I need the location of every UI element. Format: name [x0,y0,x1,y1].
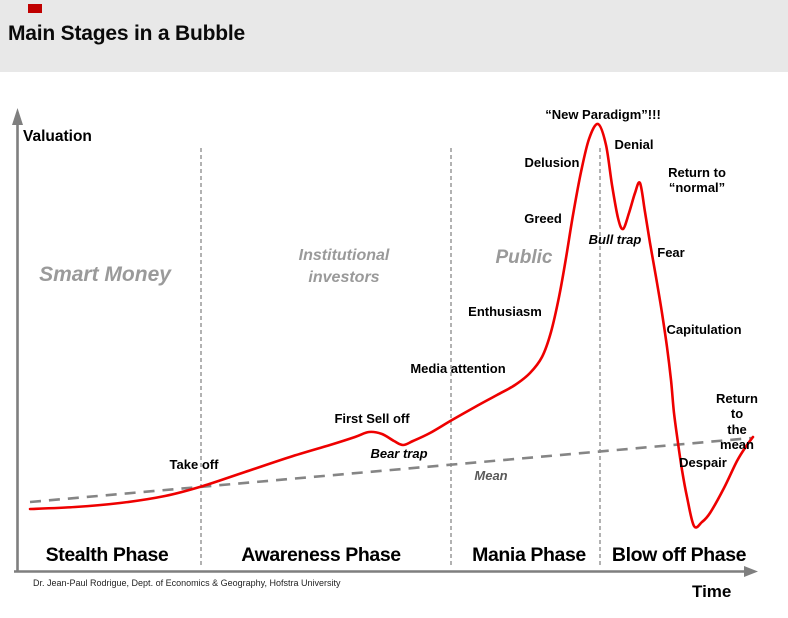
annotation-despair: Despair [679,455,727,470]
group-label-smart-money: Smart Money [39,263,171,286]
attribution-text: Dr. Jean-Paul Rodrigue, Dept. of Economi… [33,578,341,588]
phase-label-awareness-phase: Awareness Phase [241,544,401,566]
annotation-take-off: Take off [169,457,219,472]
red-square-decoration [28,4,42,13]
annotation-bear-trap: Bear trap [370,446,428,461]
annotation-first-sell-off: First Sell off [334,411,410,426]
group-label-public: Public [495,247,553,268]
x-axis-arrow-icon [744,566,758,577]
y-axis-arrow-icon [12,108,23,125]
page-title: Main Stages in a Bubble [8,22,245,45]
x-axis-label: Time [692,582,732,601]
annotation-capitulation: Capitulation [666,322,742,337]
annotation-enthusiasm: Enthusiasm [468,304,542,319]
phase-label-stealth-phase: Stealth Phase [45,544,169,566]
annotation-delusion: Delusion [524,155,580,170]
annotation-return-to-normal: Return to “normal” [668,165,726,196]
annotation-media-attention: Media attention [410,361,506,376]
mean-dashed-line [29,436,753,504]
y-axis-label: Valuation [23,128,92,145]
annotation-denial: Denial [614,137,654,152]
annotation-greed: Greed [524,211,562,226]
annotation-bull-trap: Bull trap [588,232,642,247]
title-bar: Main Stages in a Bubble [0,0,788,72]
annotation-return-to-the-mean: Return to the mean [716,391,758,452]
bubble-valuation-curve [28,122,755,529]
phase-label-blow-off-phase: Blow off Phase [611,544,747,566]
annotation-fear: Fear [657,245,685,260]
phase-label-mania-phase: Mania Phase [472,544,586,566]
annotation-mean: Mean [474,468,508,483]
annotation-new-paradigm: “New Paradigm”!!! [545,107,661,122]
group-label-institutional-investors: Institutional investors [298,247,390,287]
